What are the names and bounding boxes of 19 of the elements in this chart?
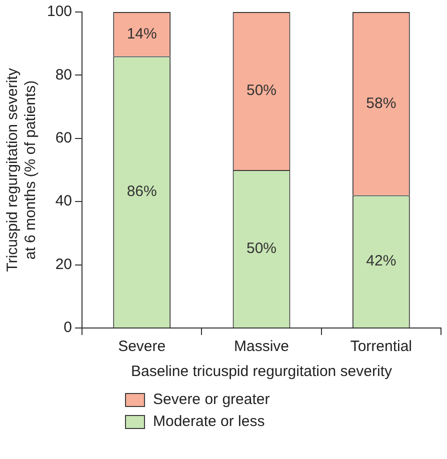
- x-tick-label: Torrential: [350, 338, 412, 356]
- data-label: 86%: [126, 183, 157, 200]
- legend-label: Severe or greater: [153, 391, 270, 408]
- y-tick-label: 60: [55, 130, 72, 147]
- data-label: 42%: [366, 252, 396, 270]
- legend-label: Moderate or less: [153, 413, 265, 430]
- data-label: 14%: [126, 25, 157, 42]
- y-tick-label: 0: [64, 319, 72, 336]
- y-tick-label: 100: [46, 3, 72, 20]
- x-tick-label: Severe: [118, 338, 166, 356]
- y-tick-label: 80: [55, 66, 72, 84]
- data-label: 50%: [246, 240, 277, 257]
- y-tick-label: 40: [55, 192, 72, 210]
- data-label: 58%: [366, 94, 396, 112]
- data-label: 50%: [246, 82, 277, 100]
- y-tick-label: 20: [55, 256, 72, 273]
- y-axis-title: Tricuspid regurgitation severity at 6 months (% of patients): [4, 68, 40, 272]
- x-tick-label: Massive: [234, 338, 290, 356]
- x-axis-title: Baseline tricuspid regurgitation severity: [131, 363, 392, 380]
